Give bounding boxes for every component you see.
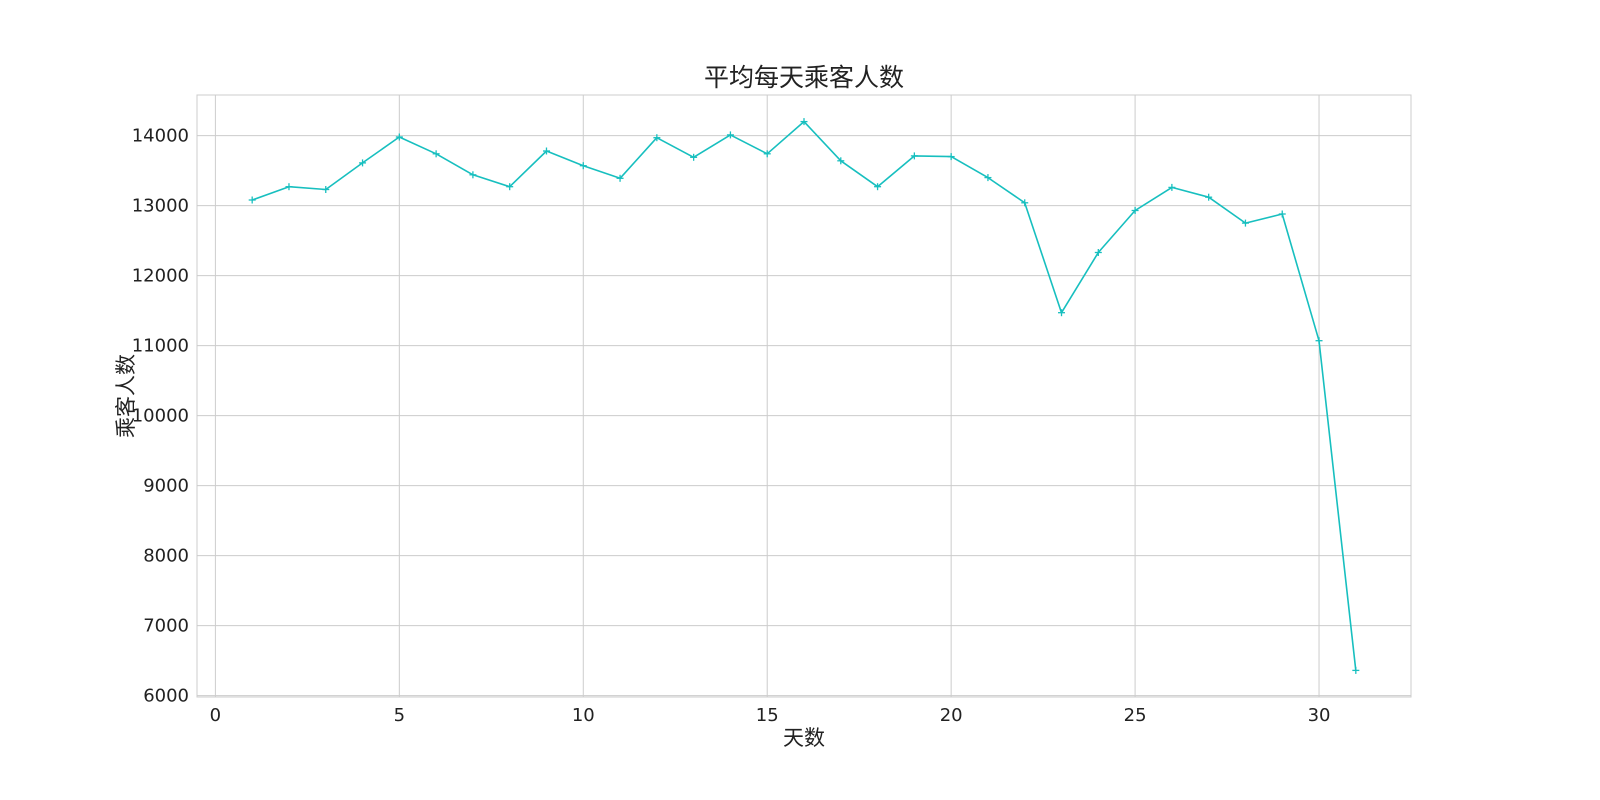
data-point-marker [763, 150, 771, 158]
data-point-marker [469, 171, 477, 179]
y-tick-label: 12000 [132, 266, 189, 287]
data-point-marker [248, 196, 256, 204]
x-axis-title: 天数 [783, 726, 825, 750]
y-axis-ticks: 6000 7000 8000 9000 10000 11000 12000 13000 1400… [132, 126, 189, 707]
x-tick-label: 5 [394, 705, 405, 726]
y-tick-label: 7000 [143, 616, 189, 637]
x-tick-label: 20 [940, 705, 963, 726]
x-tick-label: 15 [756, 705, 779, 726]
y-axis-title: 乘客人数 [114, 354, 138, 438]
series-layer [248, 118, 1360, 674]
data-point-marker [690, 153, 698, 161]
data-point-marker [1278, 210, 1286, 218]
x-tick-label: 25 [1124, 705, 1147, 726]
x-tick-label: 10 [572, 705, 595, 726]
data-point-marker [285, 183, 293, 191]
data-point-marker [837, 157, 845, 165]
y-tick-label: 14000 [132, 126, 189, 147]
data-point-marker [653, 134, 661, 142]
data-point-marker [616, 174, 624, 182]
data-point-marker [322, 186, 330, 193]
y-tick-label: 8000 [143, 546, 189, 567]
data-point-marker [800, 118, 808, 126]
data-point-marker [1205, 193, 1213, 201]
plot-area-frame [196, 94, 1412, 698]
series-line [251, 120, 1357, 671]
y-tick-label: 9000 [143, 476, 189, 497]
data-point-marker [947, 153, 955, 161]
data-point-marker [1315, 337, 1323, 345]
data-point-marker [1058, 309, 1066, 317]
data-point-marker [395, 133, 403, 141]
data-point-marker [984, 174, 992, 182]
y-tick-label: 11000 [132, 336, 189, 357]
data-point-marker [542, 147, 550, 155]
y-tick-label: 10000 [132, 406, 189, 427]
data-point-marker [1168, 183, 1176, 191]
data-point-marker [874, 183, 882, 191]
data-point-marker [506, 183, 514, 191]
grid [197, 95, 1411, 697]
data-point-marker [1352, 666, 1360, 674]
y-tick-label: 13000 [132, 196, 189, 217]
data-point-marker [1021, 199, 1029, 207]
x-axis-ticks: 0 5 10 15 20 25 30 [210, 705, 1331, 726]
data-point-marker [1241, 219, 1249, 227]
data-point-marker [579, 162, 587, 170]
data-point-marker [726, 131, 734, 139]
data-point-marker [910, 152, 918, 160]
x-tick-label: 30 [1308, 705, 1331, 726]
data-point-marker [359, 159, 367, 167]
data-point-marker [432, 150, 440, 158]
x-tick-label: 0 [210, 705, 221, 726]
y-tick-label: 6000 [143, 686, 189, 707]
data-point-marker [1131, 207, 1139, 214]
data-point-marker [1094, 249, 1102, 256]
chart-title: 平均每天乘客人数 [704, 63, 904, 92]
